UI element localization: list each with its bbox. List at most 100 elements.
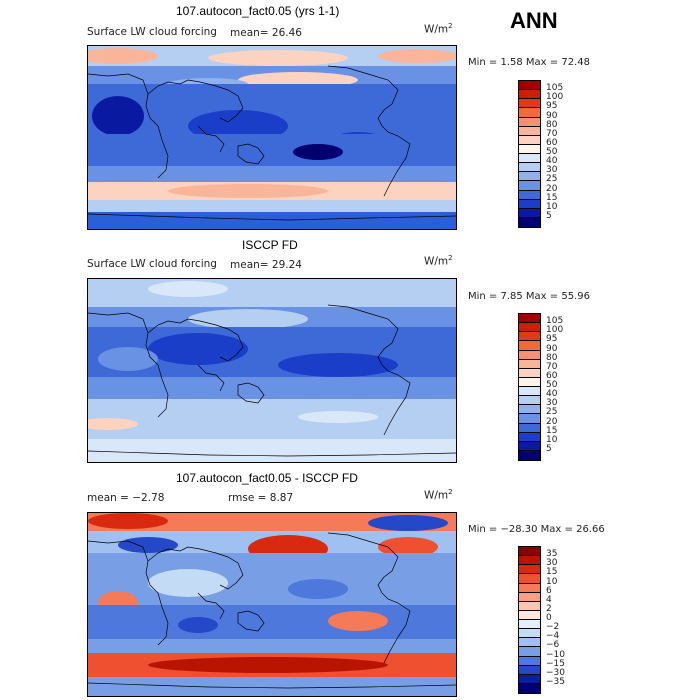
panel-2-title: ISCCP FD	[242, 238, 298, 252]
colorbar-bin	[519, 341, 540, 351]
panel-1-map	[87, 45, 457, 230]
colorbar-bin	[519, 423, 540, 433]
colorbar-bin	[519, 90, 540, 100]
colorbar-tick-label: 10	[546, 576, 558, 587]
colorbar-tick-label: −35	[546, 676, 565, 687]
panel-1-title: 107.autocon_fact0.05 (yrs 1-1)	[176, 4, 340, 18]
colorbar-tick-label: 40	[546, 156, 558, 167]
colorbar-bin	[519, 387, 540, 397]
colorbar-bin	[519, 163, 540, 173]
panel-3-mean: mean = −2.78	[87, 492, 165, 504]
colorbar-bin	[519, 620, 540, 630]
colorbar-bin	[519, 405, 540, 415]
colorbar-bin	[519, 217, 540, 227]
colorbar-tick-label: 30	[546, 165, 558, 176]
colorbar-bin	[519, 629, 540, 639]
panel-1-mean: mean= 26.46	[230, 27, 302, 39]
colorbar-bin	[519, 674, 540, 684]
colorbar-bin	[519, 656, 540, 666]
colorbar-bin	[519, 108, 540, 118]
colorbar-tick-label: −15	[546, 658, 565, 669]
colorbar-bin	[519, 441, 540, 451]
colorbar-tick-label: 95	[546, 101, 558, 112]
colorbar-tick-label: 50	[546, 380, 558, 390]
colorbar-bin	[519, 547, 540, 557]
colorbar-bin	[519, 323, 540, 333]
panel-2-minmax: Min = 7.85 Max = 55.96	[468, 291, 590, 302]
panel-3-colorbar-bins	[519, 547, 540, 693]
colorbar-bin	[519, 172, 540, 182]
colorbar-tick-label: 30	[546, 398, 558, 409]
colorbar-bin	[519, 144, 540, 154]
colorbar-bin	[519, 199, 540, 209]
colorbar-bin	[519, 565, 540, 575]
colorbar-tick-label: 95	[546, 334, 558, 345]
units-exponent: 2	[448, 22, 453, 30]
colorbar-bin	[519, 359, 540, 369]
colorbar-bin	[519, 99, 540, 109]
colorbar-bin	[519, 154, 540, 164]
colorbar-tick-label: 6	[546, 585, 552, 596]
colorbar-bin	[519, 647, 540, 657]
colorbar-bin	[519, 208, 540, 218]
units-exponent: 2	[448, 488, 453, 496]
colorbar-tick-label: 20	[546, 183, 558, 194]
colorbar-bin	[519, 368, 540, 378]
colorbar-tick-label: 2	[546, 603, 552, 614]
panel-2-variable: Surface LW cloud forcing	[87, 258, 217, 270]
panel-3-units: W/m2	[424, 488, 453, 502]
colorbar-bin	[519, 81, 540, 91]
colorbar-tick-label: 4	[546, 594, 552, 605]
colorbar-bin	[519, 450, 540, 460]
colorbar-bin	[519, 396, 540, 406]
colorbar-tick-label: 105	[546, 83, 564, 94]
colorbar-bin	[519, 592, 540, 602]
colorbar-bin	[519, 117, 540, 127]
colorbar-tick-label: 40	[546, 389, 558, 400]
colorbar-bin	[519, 350, 540, 360]
colorbar-bin	[519, 181, 540, 191]
colorbar-tick-label: 70	[546, 361, 558, 372]
colorbar-bin	[519, 583, 540, 593]
colorbar-tick-label: 0	[546, 613, 552, 623]
panel-1-units: W/m2	[424, 22, 453, 36]
colorbar-bin	[519, 314, 540, 324]
colorbar-tick-label: 15	[546, 425, 558, 436]
panel-2-colorbar	[518, 313, 541, 461]
colorbar-tick-label: 30	[546, 558, 558, 569]
colorbar-tick-label: 105	[546, 316, 564, 327]
colorbar-bin	[519, 601, 540, 611]
panel-3-map	[87, 512, 457, 697]
colorbar-bin	[519, 432, 540, 442]
panel-2-map	[87, 278, 457, 463]
colorbar-tick-label: −2	[546, 622, 560, 633]
units-text: W/m	[424, 489, 449, 502]
colorbar-tick-label: 25	[546, 174, 558, 185]
colorbar-tick-label: 80	[546, 119, 558, 130]
colorbar-tick-label: −10	[546, 649, 565, 660]
panel-2-mean: mean= 29.24	[230, 259, 302, 271]
panel-1-minmax: Min = 1.58 Max = 72.48	[468, 57, 590, 68]
colorbar-tick-label: 100	[546, 92, 564, 103]
colorbar-tick-label: 15	[546, 192, 558, 203]
colorbar-bin	[519, 414, 540, 424]
colorbar-tick-label: 5	[546, 210, 552, 221]
panel-2-units: W/m2	[424, 254, 453, 268]
colorbar-tick-label: 25	[546, 407, 558, 418]
panel-1-map-svg	[88, 46, 456, 229]
panel-1-variable: Surface LW cloud forcing	[87, 26, 217, 38]
colorbar-tick-label: 80	[546, 352, 558, 363]
colorbar-tick-label: 70	[546, 128, 558, 139]
colorbar-bin	[519, 190, 540, 200]
colorbar-bin	[519, 638, 540, 648]
colorbar-tick-label: 60	[546, 370, 558, 381]
colorbar-tick-label: −30	[546, 667, 565, 678]
panel-2-colorbar-bins	[519, 314, 540, 460]
colorbar-tick-label: −6	[546, 640, 560, 651]
colorbar-bin	[519, 683, 540, 693]
colorbar-tick-label: 100	[546, 325, 564, 336]
colorbar-tick-label: 10	[546, 434, 558, 445]
panel-1-colorbar-bins	[519, 81, 540, 227]
panel-3-minmax: Min = −28.30 Max = 26.66	[468, 524, 605, 535]
colorbar-tick-label: 10	[546, 201, 558, 212]
